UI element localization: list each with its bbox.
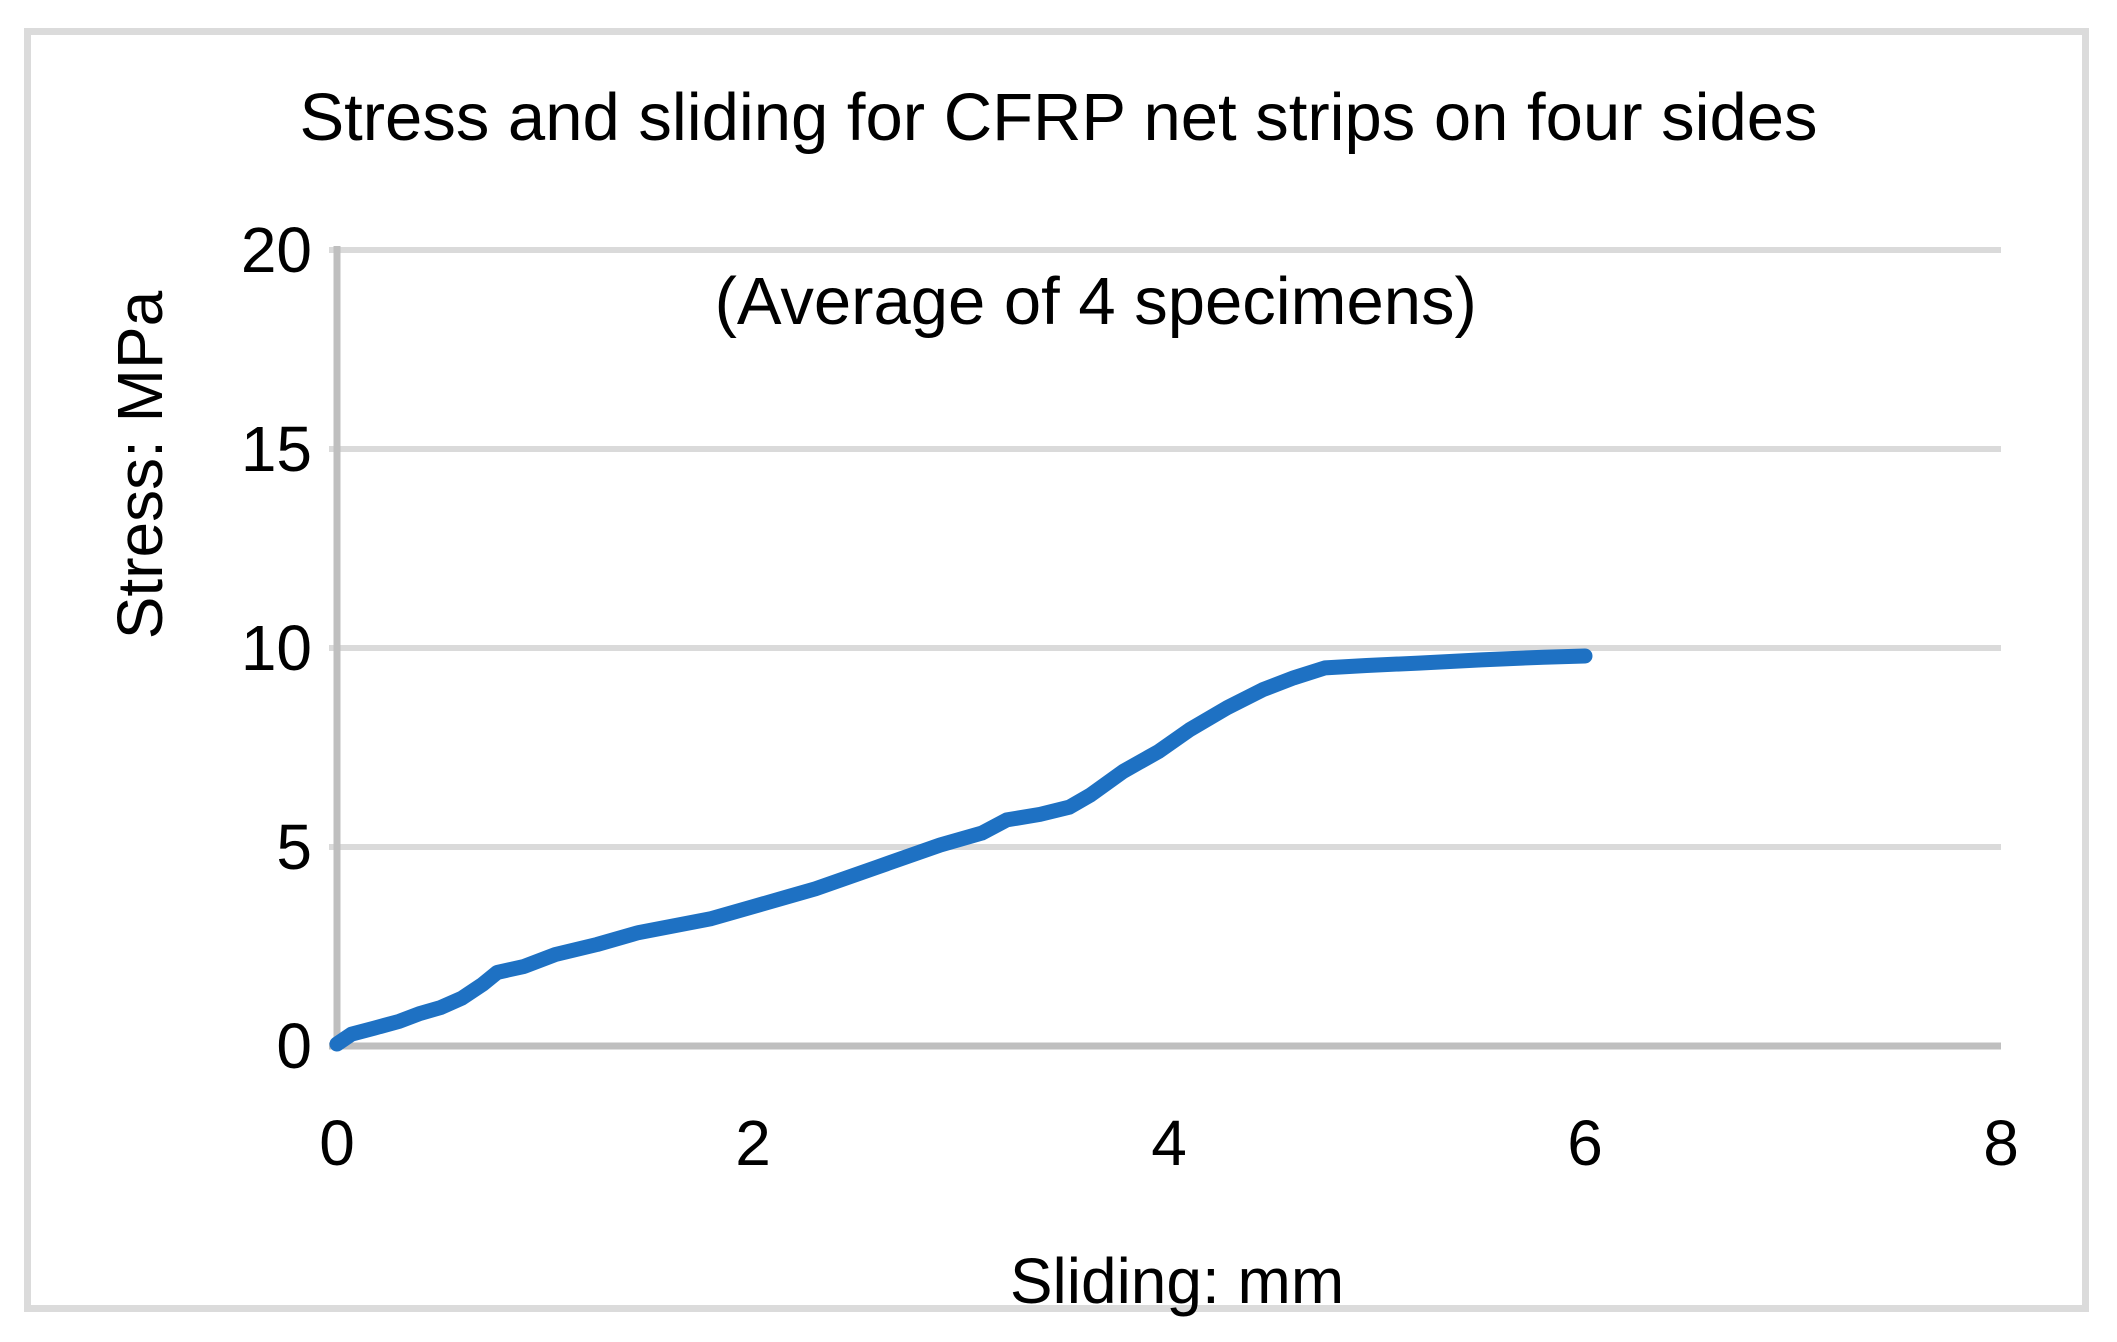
x-tick-label-8: 8 bbox=[1983, 1107, 2019, 1179]
y-axis-title: Stress: MPa bbox=[104, 290, 176, 640]
stress-sliding-curve bbox=[329, 648, 1593, 1052]
chart-outer-border bbox=[24, 28, 2089, 1312]
chart-title-line1: Stress and sliding for CFRP net strips o… bbox=[299, 80, 1818, 155]
x-axis-title: Sliding: mm bbox=[1009, 1245, 1345, 1317]
chart-title-line2: (Average of 4 specimens) bbox=[714, 264, 1477, 339]
y-tick-label-5: 5 bbox=[276, 811, 312, 883]
y-tick-label-0: 0 bbox=[276, 1010, 312, 1082]
x-tick-label-2: 2 bbox=[735, 1107, 771, 1179]
chart-title: Stress and sliding for CFRP net strips o… bbox=[0, 72, 2117, 440]
y-tick-label-20: 20 bbox=[240, 214, 312, 286]
x-tick-label-0: 0 bbox=[319, 1107, 355, 1179]
y-tick-label-15: 15 bbox=[240, 413, 312, 485]
x-tick-label-4: 4 bbox=[1151, 1107, 1187, 1179]
gridlines bbox=[329, 247, 2001, 850]
x-tick-label-6: 6 bbox=[1567, 1107, 1603, 1179]
y-tick-label-10: 10 bbox=[240, 612, 312, 684]
